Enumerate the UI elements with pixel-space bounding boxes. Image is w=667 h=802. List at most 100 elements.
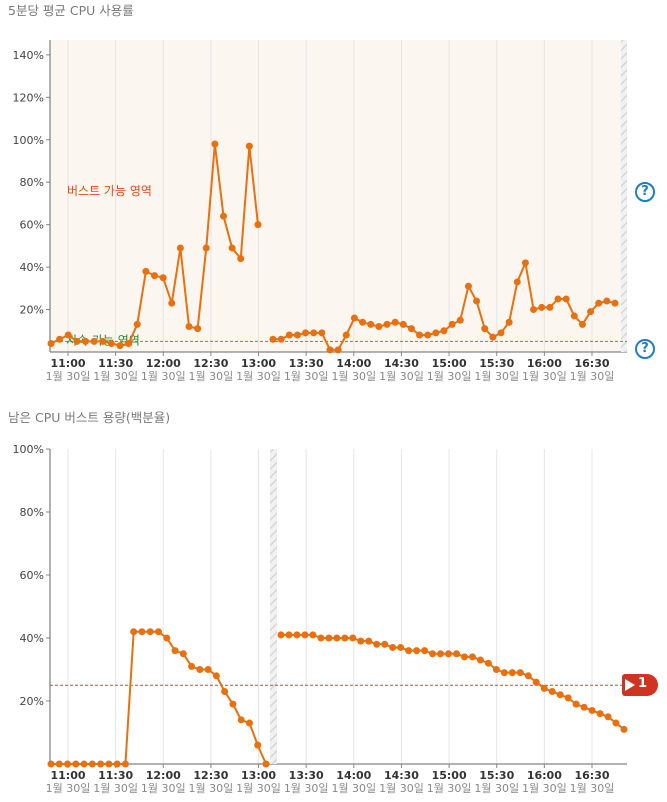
data-gap-band: [621, 40, 627, 352]
y-tick-label: 20%: [20, 695, 44, 708]
cpu-utilization-point: [302, 329, 310, 337]
cpu-utilization-point: [228, 244, 236, 252]
x-tick-label: 16:00: [527, 769, 562, 782]
burst-balance-point: [188, 662, 196, 670]
burst-balance-point: [365, 637, 373, 645]
baseline-help-icon[interactable]: ?: [635, 339, 655, 359]
burst-balance-point: [572, 700, 580, 708]
x-tick-date: 1월 30일: [189, 369, 234, 383]
burst-zone-background: [50, 40, 627, 352]
cpu-utilization-point: [521, 259, 529, 267]
cpu-utilization-point: [142, 267, 150, 275]
x-tick-label: 13:00: [241, 769, 276, 782]
y-tick-label: 140%: [13, 49, 44, 62]
cpu-utilization-point: [359, 318, 367, 326]
chart-title-burst-balance: 남은 CPU 버스트 용량(백분율): [8, 410, 171, 425]
burst-balance-point: [580, 703, 588, 711]
burst-balance-point: [121, 760, 129, 768]
x-tick-date: 1월 30일: [93, 781, 138, 795]
alarm-badge[interactable]: 1: [622, 674, 658, 696]
burst-balance-point: [397, 643, 405, 651]
burst-balance-point: [179, 650, 187, 658]
x-tick-label: 11:00: [50, 357, 85, 370]
x-tick-date: 1월 30일: [570, 369, 615, 383]
cpu-utilization-point: [570, 312, 578, 320]
cpu-utilization-point: [342, 331, 350, 339]
x-tick-label: 14:00: [336, 769, 371, 782]
x-tick-date: 1월 30일: [236, 369, 281, 383]
burst-balance-point: [72, 760, 80, 768]
cpu-utilization-point: [595, 299, 603, 307]
cpu-utilization-point: [310, 329, 318, 337]
cpu-utilization-point: [318, 329, 326, 337]
burst-balance-point: [113, 760, 121, 768]
cpu-utilization-point: [245, 142, 253, 150]
x-tick-label: 16:00: [527, 357, 562, 370]
x-tick-label: 16:30: [574, 357, 609, 370]
burst-balance-point: [171, 647, 179, 655]
x-tick-date: 1월 30일: [236, 781, 281, 795]
burst-balance-point: [445, 650, 453, 658]
y-tick-label: 100%: [13, 134, 44, 147]
burst-balance-point: [333, 634, 341, 642]
x-tick-date: 1월 30일: [141, 781, 186, 795]
cpu-utilization-point: [538, 303, 546, 311]
burst-balance-point: [155, 628, 162, 636]
cpu-utilization-point: [464, 282, 472, 290]
x-tick-date: 1월 30일: [141, 369, 186, 383]
cpu-utilization-point: [562, 295, 570, 303]
burst-balance-point: [500, 669, 508, 677]
burst-balance-point: [476, 656, 484, 664]
cpu-utilization-point: [554, 295, 562, 303]
burst-balance-point: [357, 637, 365, 645]
cpu-utilization-point: [326, 346, 334, 354]
burst-balance-point: [588, 706, 596, 714]
burst-balance-point: [484, 659, 492, 667]
burst-balance-point: [138, 628, 146, 636]
cpu-utilization-point: [220, 212, 227, 220]
x-tick-date: 1월 30일: [474, 781, 519, 795]
x-tick-date: 1월 30일: [46, 369, 91, 383]
cpu-utilization-point: [73, 337, 81, 345]
chart-title-cpu-utilization: 5분당 평균 CPU 사용률: [8, 3, 134, 18]
data-gap-band: [270, 449, 277, 764]
alarm-count: 1: [638, 676, 648, 691]
cpu-utilization-point: [133, 320, 141, 328]
burst-balance-point: [421, 647, 429, 655]
x-tick-label: 13:00: [241, 357, 276, 370]
cpu-utilization-point: [237, 255, 245, 263]
cpu-utilization-point: [416, 331, 424, 339]
cpu-utilization-point: [194, 325, 202, 333]
cpu-utilization-point: [277, 335, 285, 343]
cpu-utilization-point: [185, 323, 193, 331]
burst-balance-point: [524, 672, 532, 680]
alarm-arrow-icon: [625, 679, 635, 691]
y-tick-label: 40%: [20, 632, 44, 645]
burst-balance-point: [196, 666, 204, 673]
burst-balance-point: [341, 634, 349, 642]
burst-balance-point: [516, 669, 524, 677]
cpu-utilization-point: [424, 331, 432, 339]
cpu-utilization-point: [202, 244, 210, 252]
burst-balance-point: [548, 688, 556, 696]
cpu-utilization-point: [99, 337, 107, 345]
burst-balance-point: [309, 631, 317, 639]
burst-balance-point: [97, 760, 105, 768]
x-tick-label: 14:30: [384, 769, 419, 782]
cpu-utilization-point: [603, 297, 611, 305]
cpu-utilization-point: [176, 244, 184, 252]
burst-balance-point: [55, 760, 63, 768]
cpu-utilization-point: [151, 272, 158, 280]
burst-balance-point: [349, 634, 357, 642]
x-tick-label: 15:30: [479, 769, 514, 782]
burst-balance-point: [146, 628, 154, 636]
burst-balance-point: [237, 716, 245, 724]
y-tick-label: 20%: [20, 304, 44, 317]
cpu-utilization-point: [107, 340, 115, 348]
cpu-utilization-point: [391, 318, 399, 326]
burst-balance-point: [612, 719, 620, 727]
cpu-utilization-point: [611, 299, 619, 307]
burst-zone-help-icon[interactable]: ?: [635, 182, 655, 202]
x-tick-label: 11:30: [98, 769, 133, 782]
